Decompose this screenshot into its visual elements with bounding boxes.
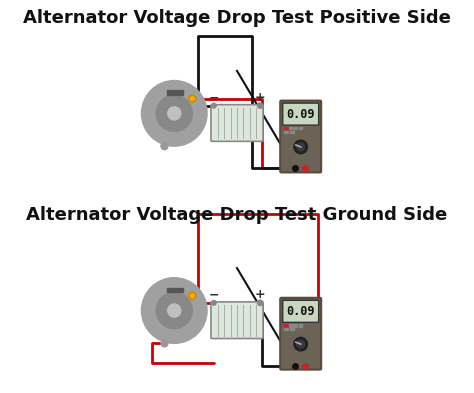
Bar <box>173 90 176 95</box>
Bar <box>284 329 288 331</box>
Text: 0.09: 0.09 <box>286 305 315 318</box>
Circle shape <box>161 143 168 150</box>
Text: +: + <box>255 288 265 301</box>
FancyBboxPatch shape <box>283 103 319 125</box>
Circle shape <box>168 107 181 120</box>
Bar <box>294 324 297 327</box>
Bar <box>284 127 288 129</box>
Text: −: − <box>209 91 219 104</box>
Bar <box>181 288 183 292</box>
Text: +: + <box>255 91 265 104</box>
Circle shape <box>211 103 216 108</box>
FancyBboxPatch shape <box>211 105 263 141</box>
Bar <box>284 324 288 327</box>
Circle shape <box>168 304 181 317</box>
Bar <box>170 288 173 292</box>
Bar <box>290 329 293 331</box>
Circle shape <box>257 300 263 305</box>
Circle shape <box>257 103 263 108</box>
Bar <box>166 288 169 292</box>
Circle shape <box>141 278 207 343</box>
Circle shape <box>156 95 192 131</box>
Circle shape <box>297 143 305 151</box>
FancyBboxPatch shape <box>280 101 321 173</box>
Bar <box>177 90 179 95</box>
Text: 0.09: 0.09 <box>286 108 315 121</box>
Circle shape <box>189 95 196 102</box>
Bar <box>290 131 293 133</box>
Bar <box>289 127 292 129</box>
FancyBboxPatch shape <box>280 298 321 369</box>
Circle shape <box>161 340 168 347</box>
Circle shape <box>294 140 308 154</box>
FancyBboxPatch shape <box>283 300 319 322</box>
Circle shape <box>141 81 207 146</box>
Bar <box>177 288 179 292</box>
Bar <box>166 90 169 95</box>
Circle shape <box>297 340 305 348</box>
Circle shape <box>211 301 216 305</box>
Circle shape <box>156 292 192 329</box>
Bar <box>294 127 297 129</box>
Circle shape <box>191 97 194 101</box>
Circle shape <box>189 292 196 299</box>
Bar <box>181 90 183 95</box>
Bar <box>284 131 288 133</box>
Bar <box>170 90 173 95</box>
Circle shape <box>191 294 194 298</box>
Text: Alternator Voltage Drop Test Positive Side: Alternator Voltage Drop Test Positive Si… <box>23 9 451 27</box>
Bar <box>173 288 176 292</box>
Text: −: − <box>209 288 219 301</box>
Bar <box>289 324 292 327</box>
Text: Alternator Voltage Drop Test Ground Side: Alternator Voltage Drop Test Ground Side <box>27 206 447 224</box>
Circle shape <box>294 337 308 351</box>
Bar <box>299 324 302 327</box>
FancyBboxPatch shape <box>211 302 263 338</box>
Bar <box>299 127 302 129</box>
